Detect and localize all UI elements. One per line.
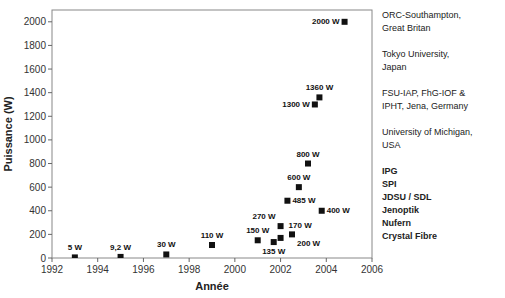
y-tick-label: 1400 (24, 87, 47, 98)
point (305, 161, 311, 167)
x-tick (189, 258, 190, 262)
data-labels: 5 W 9,2 W 30 W 110 W 150 W 135 W 170 W 270 W 200… (68, 17, 351, 256)
annotation: SPI (382, 179, 397, 189)
point (163, 251, 169, 257)
y-tick-label: 1200 (24, 111, 47, 122)
y-tick-label: 600 (29, 182, 46, 193)
y-tick-label: 800 (29, 158, 46, 169)
point (278, 223, 284, 229)
annotation: Crystal Fibre (382, 231, 437, 241)
y-tick (48, 234, 52, 235)
annotation: Tokyo University, (382, 49, 449, 59)
chart: 1992 1994 1996 1998 2000 2002 2004 2006 0 200 400 6… (0, 0, 505, 298)
annotation: USA (382, 140, 401, 150)
y-tick (48, 69, 52, 70)
x-tick (143, 258, 144, 262)
annotation: IPHT, Jena, Germany (382, 101, 469, 111)
annotation: University of Michigan, (382, 127, 473, 137)
point (316, 94, 322, 100)
data-label: 270 W (252, 212, 276, 221)
data-label: 1300 W (282, 100, 310, 109)
x-tick (234, 258, 235, 262)
x-tick-label: 2002 (269, 264, 292, 275)
annotation: FSU-IAP, FhG-IOF & (382, 88, 465, 98)
annotation: IPG (382, 166, 398, 176)
point (72, 254, 78, 258)
points (72, 19, 348, 258)
point (278, 235, 284, 241)
x-tick-label: 1996 (132, 264, 155, 275)
data-label: 200 W (297, 239, 321, 248)
y-tick (48, 187, 52, 188)
y-tick (48, 92, 52, 93)
point (271, 239, 277, 245)
plot-frame (52, 10, 372, 258)
y-tick (48, 116, 52, 117)
x-axis-label: Année (195, 280, 229, 292)
y-tick (48, 258, 52, 259)
y-tick-label: 400 (29, 205, 46, 216)
y-tick-label: 1000 (24, 134, 47, 145)
x-tick (97, 258, 98, 262)
point (289, 231, 295, 237)
x-tick (372, 258, 373, 262)
annotation: JDSU / SDL (382, 192, 432, 202)
annotation: ORC-Southampton, (382, 10, 461, 20)
y-tick (48, 45, 52, 46)
y-tick-label: 1600 (24, 64, 47, 75)
y-tick-label: 200 (29, 229, 46, 240)
y-tick-label: 0 (40, 253, 46, 264)
y-tick (48, 21, 52, 22)
point (284, 198, 290, 204)
y-tick-label: 2000 (24, 16, 47, 27)
annotations: ORC-Southampton, Great Britan Tokyo Univer… (382, 10, 473, 241)
annotation: Nufern (382, 218, 411, 228)
data-label: 5 W (68, 243, 83, 252)
y-axis-label: Puissance (W) (2, 96, 14, 172)
y-tick-label: 1800 (24, 40, 47, 51)
data-label: 400 W (327, 206, 351, 215)
point (209, 242, 215, 248)
data-label: 2000 W (312, 17, 340, 26)
point (296, 184, 302, 190)
y-tick (48, 210, 52, 211)
x-tick-label: 2000 (224, 264, 247, 275)
x-tick (326, 258, 327, 262)
x-tick-label: 1994 (87, 264, 110, 275)
data-label: 1360 W (306, 83, 334, 92)
point (312, 101, 318, 107)
annotation: Great Britan (382, 23, 431, 33)
data-label: 110 W (201, 231, 224, 240)
data-label: 9,2 W (110, 243, 131, 252)
annotation: Japan (382, 62, 407, 72)
x-tick-label: 2006 (361, 264, 384, 275)
point (255, 237, 261, 243)
x-tick (52, 258, 53, 262)
data-label: 800 W (296, 150, 320, 159)
y-tick (48, 163, 52, 164)
y-tick (48, 139, 52, 140)
annotation: Jenoptik (382, 205, 420, 215)
data-label: 600 W (287, 173, 311, 182)
x-tick-label: 1998 (178, 264, 201, 275)
x-tick-label: 2004 (315, 264, 338, 275)
data-label: 150 W (246, 226, 270, 235)
point (118, 254, 124, 258)
data-label: 170 W (289, 221, 313, 230)
data-label: 30 W (157, 240, 176, 249)
point (342, 19, 348, 25)
x-tick (280, 258, 281, 262)
data-label: 135 W (262, 247, 286, 256)
x-tick-label: 1992 (41, 264, 64, 275)
data-label: 485 W (292, 196, 316, 205)
point (319, 208, 325, 214)
